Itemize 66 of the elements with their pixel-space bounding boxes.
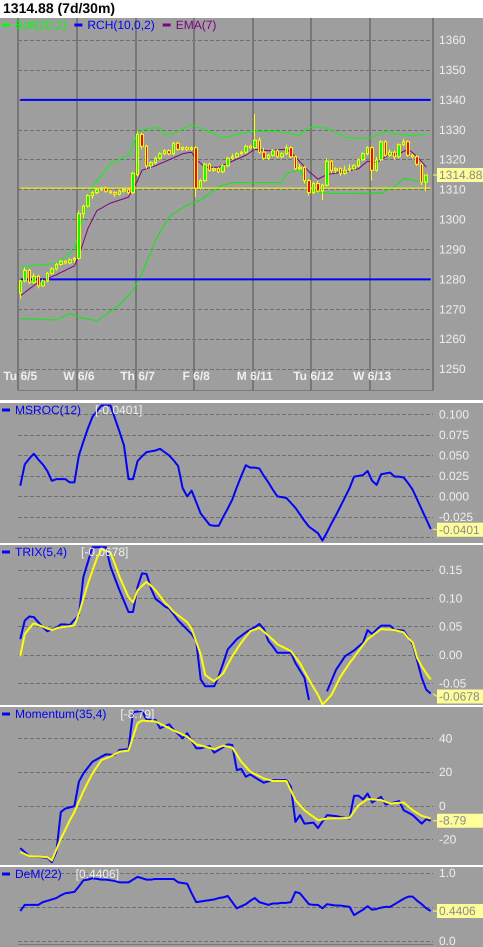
candlestick: [397, 142, 401, 159]
candlestick: [235, 152, 239, 159]
y-tick-label: 0.00: [439, 648, 463, 662]
candlestick: [68, 258, 72, 265]
y-tick-label: 1310: [439, 182, 466, 197]
y-tick-label: 0.025: [439, 468, 470, 483]
text: -0.0401: [439, 522, 480, 537]
candlestick: [406, 140, 410, 158]
y-tick-label: 0: [439, 798, 446, 813]
candlestick: [244, 144, 248, 154]
candlestick: [158, 152, 162, 160]
y-tick-label: 0.050: [439, 448, 470, 462]
legend-label: DeM(22): [15, 867, 62, 881]
y-tick-label: -20: [439, 832, 457, 847]
y-tick-label: 40: [439, 731, 453, 746]
y-tick-label: 0.15: [439, 562, 463, 577]
y-tick-label: 0.05: [439, 620, 463, 634]
candlestick: [370, 146, 374, 182]
y-tick-label: 0.075: [439, 428, 470, 442]
x-tick-label: Tu 6/12: [293, 369, 334, 383]
y-tick-label: -0.05: [439, 676, 467, 690]
legend-label: EMA(7): [176, 18, 216, 32]
y-tick-label: 1290: [439, 242, 466, 256]
y-tick-label: 20: [439, 765, 453, 780]
candlestick: [212, 166, 216, 172]
y-tick-label: -0.025: [439, 510, 474, 524]
y-tick-label: 1250: [439, 362, 466, 376]
candlestick: [113, 190, 117, 198]
y-tick-label: 1340: [439, 92, 466, 107]
x-tick-label: Tu 6/5: [3, 369, 38, 383]
x-tick-label: W 6/6: [63, 369, 95, 383]
x-tick-label: W 6/13: [353, 369, 392, 383]
candlestick: [32, 272, 36, 284]
y-tick-label: 1320: [439, 152, 466, 167]
y-tick-label: 1270: [439, 302, 466, 316]
annotation: [0.4406]: [76, 867, 120, 881]
y-tick-label: 1300: [439, 212, 466, 227]
text: -8.79: [439, 814, 467, 828]
x-tick-label: M 6/11: [236, 369, 274, 383]
line-series: [20, 148, 427, 296]
candlestick: [343, 165, 347, 176]
x-tick-label: F 6/8: [182, 369, 210, 383]
y-tick-label: 1360: [439, 33, 466, 48]
y-tick-label: 1280: [439, 272, 466, 286]
legend-label: Boll(20,2): [15, 18, 66, 32]
candlestick: [271, 148, 275, 158]
candlestick: [176, 141, 180, 152]
line-series: [20, 169, 427, 322]
legend-label: Momentum(35,4): [15, 707, 106, 721]
y-tick-label: 0.0: [439, 934, 456, 947]
legend-label: RCH(10,0,2): [87, 18, 155, 32]
y-tick-label: 1330: [439, 122, 466, 137]
y-tick-label: 1.0: [439, 866, 456, 880]
legend-label: TRIX(5,4): [15, 545, 68, 559]
y-tick-label: 0.000: [439, 489, 470, 504]
chart-title: 1314.88 (7d/30m): [3, 0, 116, 16]
x-tick-label: Th 6/7: [120, 369, 156, 383]
candlestick: [185, 146, 189, 152]
text: 0.4406: [439, 904, 476, 918]
text: -0.0678: [439, 689, 480, 704]
y-tick-label: 0.10: [439, 591, 463, 606]
y-tick-label: 1350: [439, 63, 466, 78]
y-tick-label: 0.100: [439, 407, 470, 422]
text: 1314.88: [439, 168, 483, 182]
legend-label: MSROC(12): [15, 403, 82, 417]
y-tick-label: 1260: [439, 332, 466, 346]
